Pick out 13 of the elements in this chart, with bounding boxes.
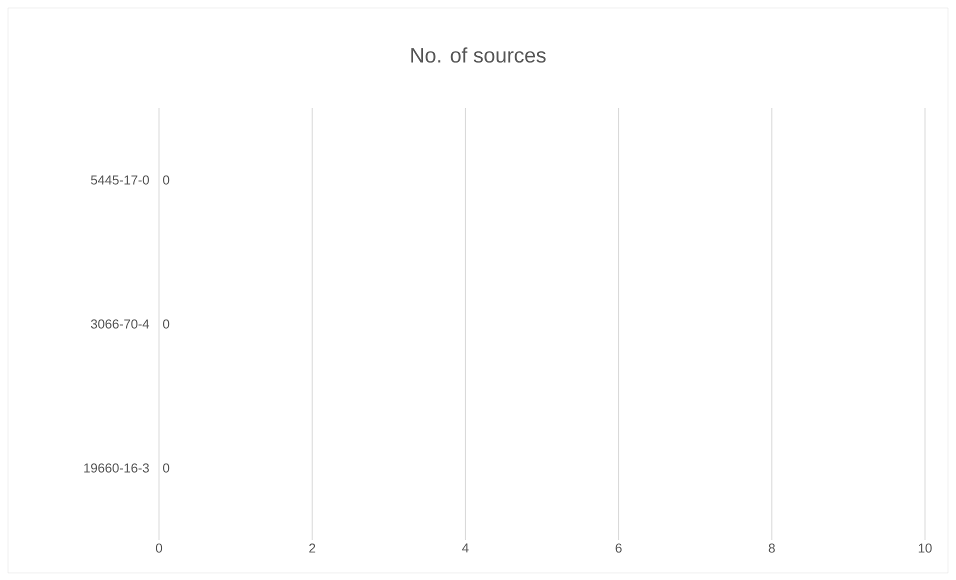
x-tick-label: 0 xyxy=(156,544,162,553)
x-tick-label: 8 xyxy=(768,544,775,553)
data-label: 0 xyxy=(163,175,170,185)
y-tick-label: 19660-16-3 xyxy=(84,463,149,473)
data-label: 0 xyxy=(163,319,170,329)
x-tick-label: 6 xyxy=(616,544,622,553)
chart-title: No. of sources xyxy=(411,47,546,63)
x-tick-label: 10 xyxy=(918,544,932,553)
x-tick-label: 2 xyxy=(309,544,316,553)
y-tick-label: 3066-70-4 xyxy=(90,319,150,329)
x-tick-label: 4 xyxy=(462,544,469,552)
y-tick-label: 5445-17-0 xyxy=(90,175,149,185)
data-label: 0 xyxy=(163,463,170,473)
